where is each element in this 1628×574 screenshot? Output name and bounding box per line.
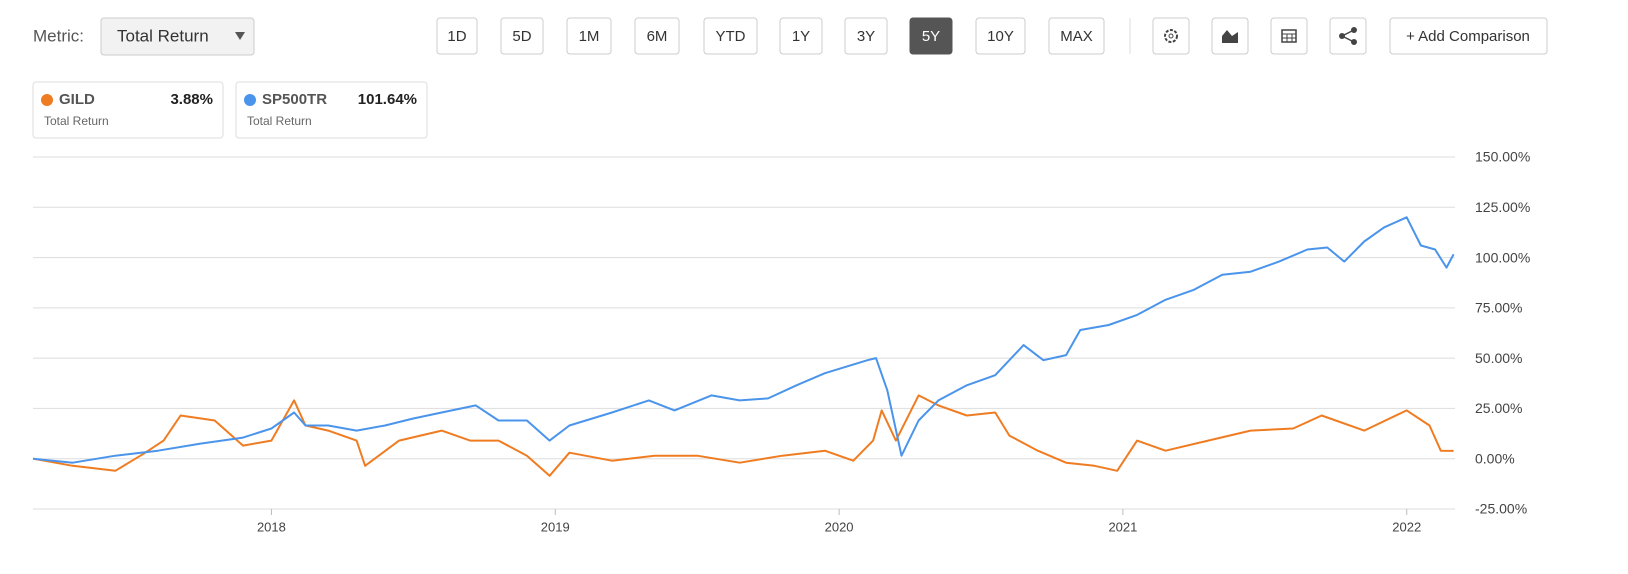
series-line bbox=[32, 216, 1455, 464]
x-tick-label: 2022 bbox=[1392, 519, 1421, 534]
range-button[interactable] bbox=[844, 17, 888, 55]
add-comparison-label: + Add Comparison bbox=[1406, 28, 1530, 45]
legend-last-value: 3.88% bbox=[170, 91, 213, 108]
y-tick-label: 100.00% bbox=[1475, 249, 1530, 265]
icon-button[interactable] bbox=[1329, 17, 1367, 55]
share-icon-dot bbox=[1351, 39, 1357, 45]
range-button[interactable] bbox=[566, 17, 612, 55]
legend-marker bbox=[244, 94, 256, 106]
y-tick-label: 150.00% bbox=[1475, 149, 1530, 165]
metric-label: Metric: bbox=[33, 26, 84, 45]
range-button[interactable] bbox=[436, 17, 478, 55]
range-label: 5D bbox=[512, 28, 531, 45]
legend-marker bbox=[41, 94, 53, 106]
range-label: MAX bbox=[1060, 28, 1093, 45]
y-tick-label: 75.00% bbox=[1475, 300, 1522, 316]
range-label: 1D bbox=[447, 28, 466, 45]
share-icon-dot bbox=[1351, 27, 1357, 33]
range-label: 10Y bbox=[987, 28, 1014, 45]
range-button[interactable] bbox=[500, 17, 544, 55]
range-button[interactable] bbox=[703, 17, 758, 55]
legend-name: SP500TR bbox=[262, 91, 327, 108]
legend-card[interactable] bbox=[32, 81, 224, 139]
metric-dropdown[interactable] bbox=[100, 17, 255, 56]
legend-subtitle: Total Return bbox=[44, 114, 109, 128]
y-tick-label: 50.00% bbox=[1475, 350, 1522, 366]
legend-name: GILD bbox=[59, 91, 95, 108]
range-label: 1Y bbox=[792, 28, 810, 45]
range-label: 6M bbox=[647, 28, 668, 45]
range-button[interactable] bbox=[634, 17, 680, 55]
range-button[interactable] bbox=[909, 17, 953, 55]
dropdown-arrow bbox=[235, 32, 245, 40]
table-icon-lines bbox=[1282, 33, 1296, 42]
x-tick-label: 2018 bbox=[257, 519, 286, 534]
series-line bbox=[32, 394, 1454, 477]
y-tick-label: -25.00% bbox=[1475, 501, 1527, 517]
range-button[interactable] bbox=[975, 17, 1026, 55]
icon-button[interactable] bbox=[1270, 17, 1308, 55]
table-icon bbox=[1281, 29, 1297, 43]
x-tick-label: 2020 bbox=[825, 519, 854, 534]
y-tick-label: 25.00% bbox=[1475, 400, 1522, 416]
range-label: 5Y bbox=[922, 28, 940, 45]
share-icon-dot bbox=[1339, 33, 1345, 39]
settings-icon bbox=[1164, 29, 1178, 43]
chart-icon bbox=[1222, 30, 1238, 43]
y-tick-label: 125.00% bbox=[1475, 199, 1530, 215]
add-comparison-button[interactable] bbox=[1389, 17, 1548, 55]
y-tick-label: 0.00% bbox=[1475, 450, 1515, 466]
range-button[interactable] bbox=[1048, 17, 1105, 55]
range-button[interactable] bbox=[779, 17, 823, 55]
settings-icon-hub bbox=[1168, 33, 1174, 39]
legend-last-value: 101.64% bbox=[358, 91, 417, 108]
metric-value: Total Return bbox=[117, 26, 209, 45]
range-label: 3Y bbox=[857, 28, 875, 45]
x-tick-label: 2021 bbox=[1108, 519, 1137, 534]
range-label: YTD bbox=[716, 28, 746, 45]
legend-subtitle: Total Return bbox=[247, 114, 312, 128]
icon-button[interactable] bbox=[1152, 17, 1190, 55]
range-label: 1M bbox=[579, 28, 600, 45]
legend-card[interactable] bbox=[235, 81, 428, 139]
x-tick-label: 2019 bbox=[541, 519, 570, 534]
